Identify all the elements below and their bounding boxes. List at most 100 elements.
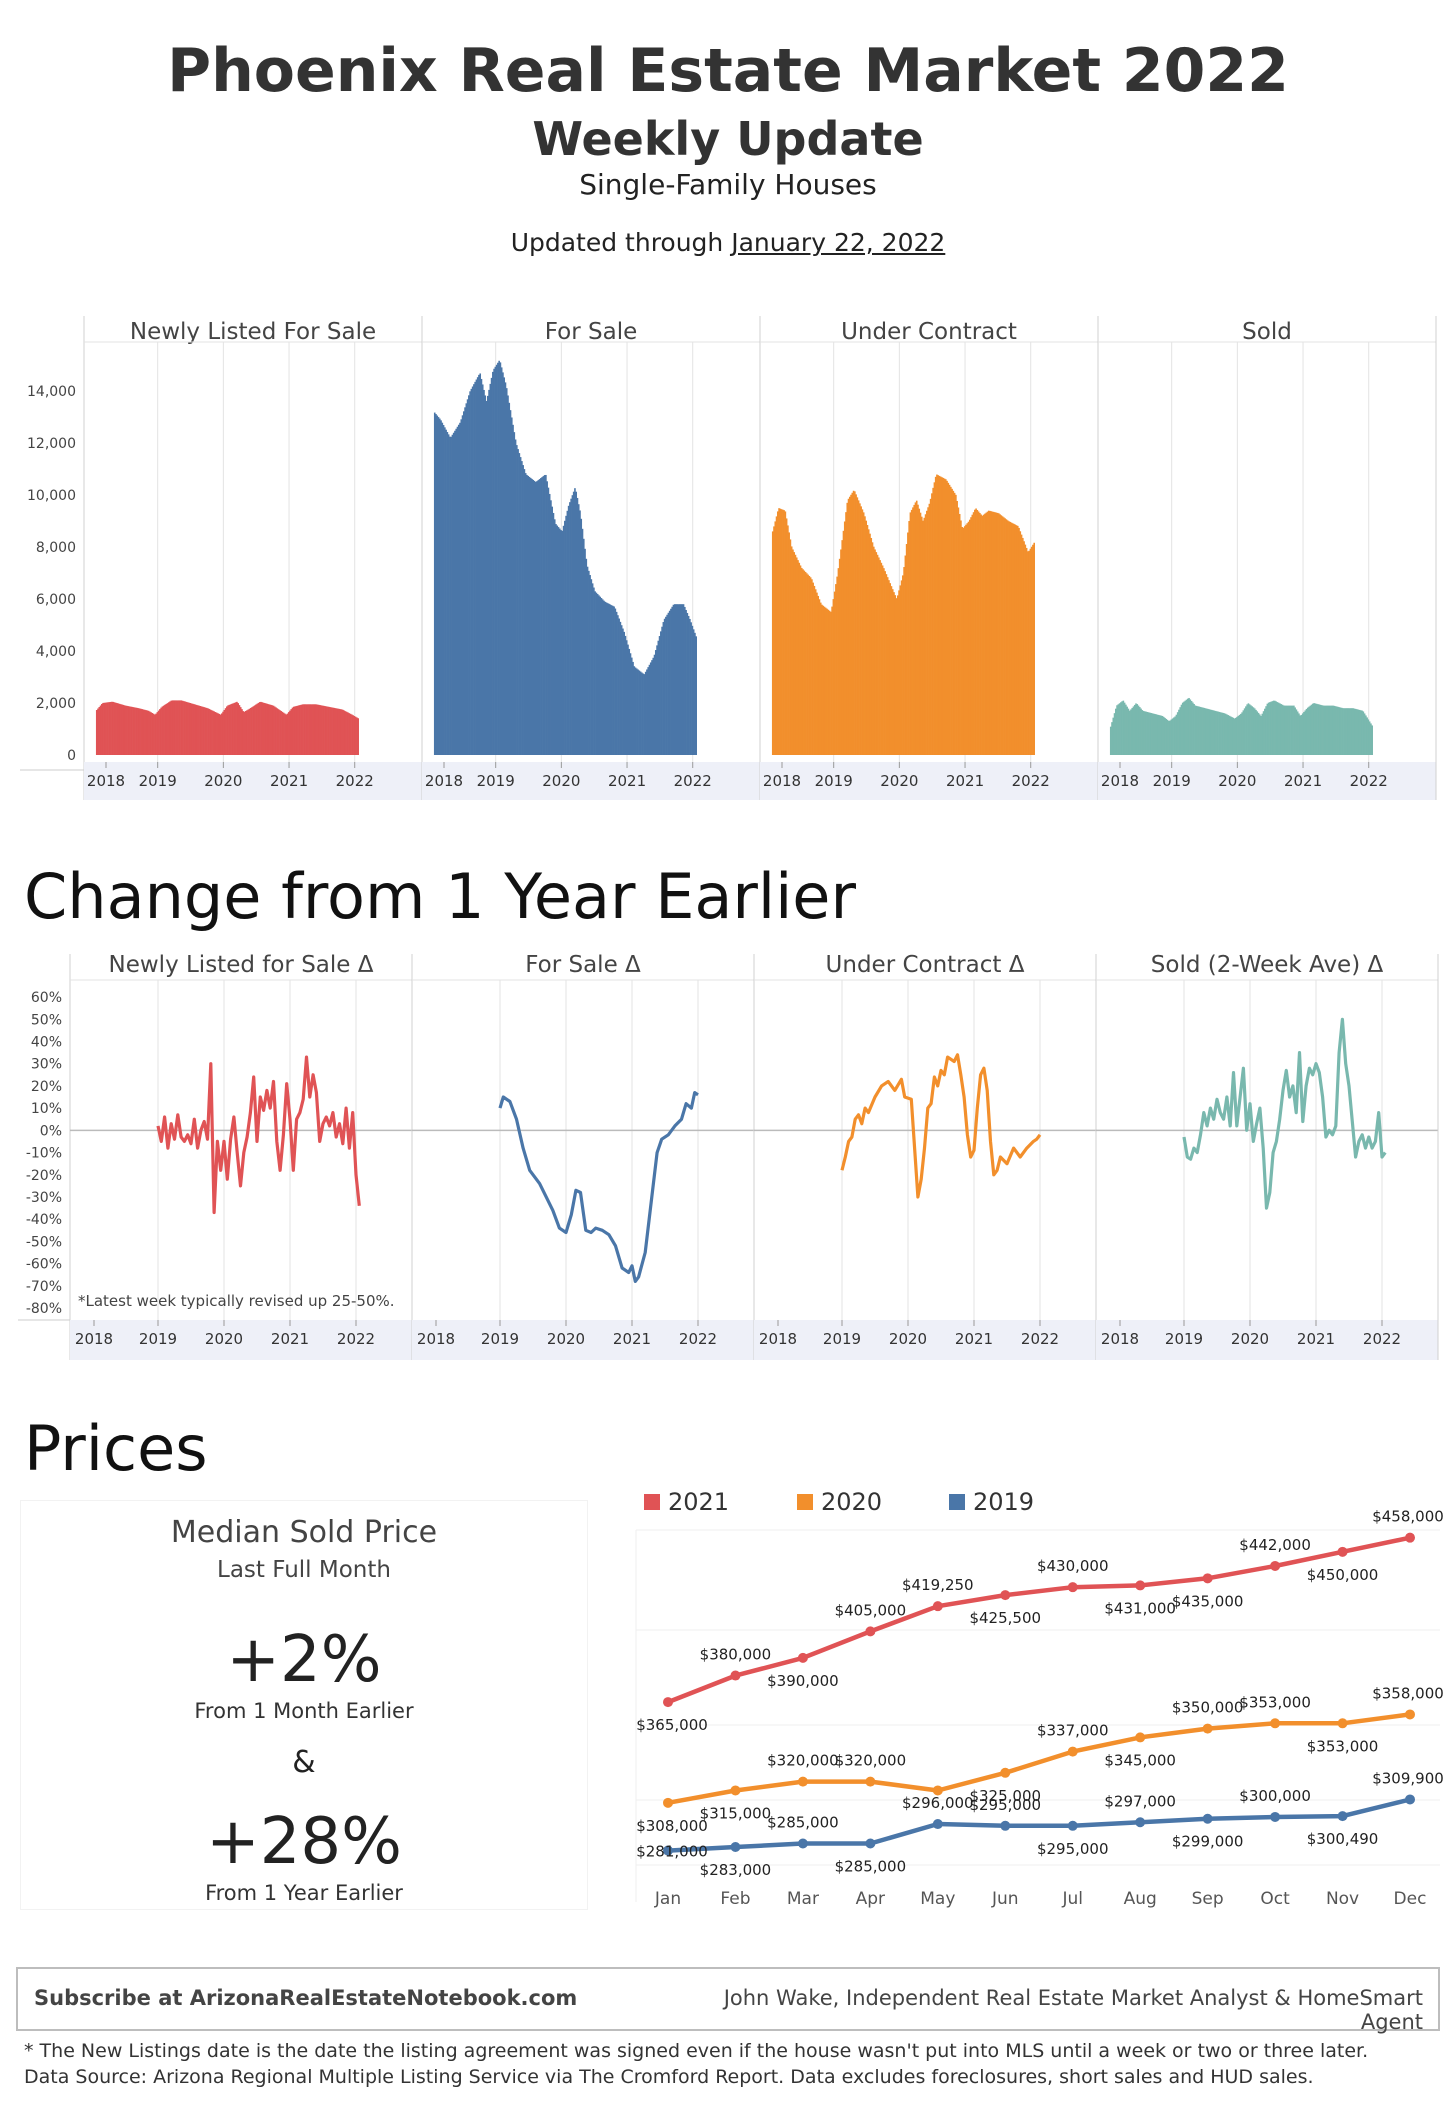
inventory-bar	[941, 477, 943, 755]
inventory-panel-header	[760, 316, 1098, 342]
inventory-bar	[1164, 717, 1166, 755]
inventory-bar	[1186, 698, 1189, 755]
updated-date[interactable]: January 22, 2022	[731, 228, 946, 257]
inventory-bar	[811, 579, 813, 755]
price-point[interactable]	[1067, 1746, 1078, 1757]
price-point[interactable]	[865, 1776, 876, 1787]
price-point[interactable]	[1270, 1560, 1281, 1571]
inventory-bar	[1274, 700, 1276, 755]
price-point[interactable]	[1135, 1817, 1146, 1828]
inventory-bar	[1111, 722, 1113, 755]
inventory-bar	[1131, 707, 1134, 755]
price-data-label: $296,000	[902, 1794, 974, 1812]
price-point[interactable]	[730, 1670, 741, 1681]
inventory-bar	[1159, 715, 1161, 755]
price-point[interactable]	[730, 1785, 741, 1796]
price-point[interactable]	[1067, 1820, 1078, 1831]
inventory-bar	[1203, 707, 1206, 755]
median-subtitle: Last Full Month	[217, 1557, 391, 1583]
inventory-bar	[171, 700, 174, 755]
price-point[interactable]	[663, 1845, 673, 1856]
inventory-bar	[272, 705, 275, 755]
inventory-bar	[203, 707, 205, 755]
inventory-bar	[980, 514, 982, 755]
inventory-bar	[999, 514, 1001, 755]
inventory-bar	[1353, 708, 1356, 755]
price-point[interactable]	[663, 1697, 673, 1708]
inventory-bar	[128, 706, 131, 755]
price-point[interactable]	[1337, 1811, 1348, 1822]
price-point[interactable]	[797, 1652, 808, 1663]
inventory-bar	[784, 511, 787, 755]
price-point[interactable]	[1135, 1732, 1146, 1743]
inventory-bar	[1310, 704, 1313, 755]
inventory-bar	[787, 525, 789, 755]
price-point[interactable]	[1405, 1532, 1415, 1543]
inventory-bar	[898, 590, 900, 755]
inventory-bar	[1262, 711, 1265, 755]
price-point[interactable]	[932, 1819, 943, 1830]
inventory-bar	[1303, 711, 1305, 755]
price-point[interactable]	[932, 1785, 943, 1796]
inventory-bar	[1279, 703, 1281, 755]
inventory-bar	[1266, 703, 1269, 755]
inventory-bar	[681, 604, 684, 755]
price-point[interactable]	[1405, 1794, 1415, 1805]
inventory-x-tick-label: 2019	[139, 772, 177, 790]
inventory-bar	[262, 702, 265, 755]
inventory-bar	[1030, 546, 1033, 755]
price-point[interactable]	[932, 1601, 943, 1612]
price-point[interactable]	[1270, 1811, 1281, 1822]
inventory-bar	[806, 573, 808, 755]
price-point[interactable]	[1202, 1723, 1213, 1734]
inventory-bar	[1112, 717, 1115, 755]
inventory-bar	[351, 714, 353, 755]
inventory-x-axis-band	[760, 762, 1098, 800]
inventory-bar	[798, 562, 801, 755]
inventory-bar	[1347, 708, 1349, 755]
inventory-bar	[311, 704, 314, 755]
price-data-label: $353,000	[1307, 1737, 1379, 1755]
price-point[interactable]	[1405, 1709, 1415, 1720]
price-point[interactable]	[797, 1776, 808, 1787]
price-point[interactable]	[865, 1838, 876, 1849]
price-point[interactable]	[1202, 1573, 1213, 1584]
price-point[interactable]	[865, 1626, 876, 1637]
inventory-x-axis-band	[422, 762, 760, 800]
inventory-bar	[348, 713, 351, 755]
inventory-panel-title: Under Contract	[841, 319, 1017, 345]
price-point[interactable]	[663, 1797, 673, 1808]
inventory-bar	[475, 379, 478, 755]
inventory-bar	[1229, 716, 1232, 755]
inventory-bar	[931, 493, 933, 755]
inventory-bar	[1332, 705, 1334, 755]
inventory-bar	[1243, 708, 1246, 755]
price-point[interactable]	[1067, 1582, 1078, 1593]
inventory-bar	[1218, 711, 1221, 755]
inventory-bar	[339, 709, 342, 755]
price-point[interactable]	[730, 1842, 741, 1853]
price-point[interactable]	[1337, 1718, 1348, 1729]
inventory-bar	[1179, 707, 1182, 755]
subscribe-link[interactable]: Subscribe at ArizonaRealEstateNotebook.c…	[34, 1986, 578, 2010]
price-point[interactable]	[797, 1838, 808, 1849]
price-point[interactable]	[1000, 1590, 1011, 1601]
price-point[interactable]	[1270, 1718, 1281, 1729]
price-point[interactable]	[1000, 1820, 1011, 1831]
inventory-bar	[255, 704, 257, 755]
inventory-bar	[776, 511, 779, 755]
inventory-bar	[318, 704, 320, 755]
inventory-bar	[613, 606, 615, 755]
inventory-bar	[112, 701, 114, 755]
price-point[interactable]	[1337, 1546, 1348, 1557]
price-data-label: $337,000	[1037, 1722, 1109, 1740]
inventory-bar	[896, 595, 899, 755]
inventory-bar	[148, 711, 151, 755]
inventory-bar	[1296, 711, 1299, 755]
price-point[interactable]	[1135, 1580, 1146, 1591]
price-point[interactable]	[1000, 1767, 1011, 1778]
price-point[interactable]	[1202, 1813, 1213, 1824]
inventory-bar	[1133, 704, 1136, 755]
inventory-bar	[1222, 712, 1224, 755]
inventory-bar	[594, 591, 596, 755]
